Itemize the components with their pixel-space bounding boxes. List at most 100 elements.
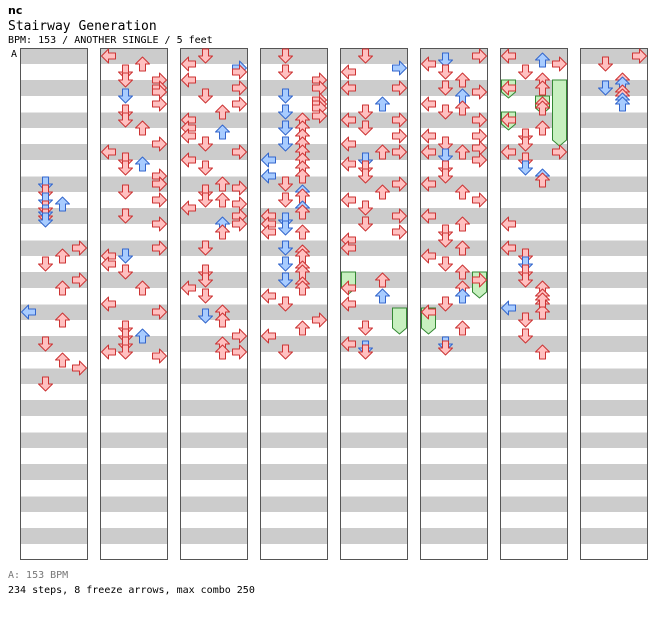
arrow-down: [278, 48, 293, 64]
freeze-right: [392, 307, 407, 335]
arrow-up: [455, 320, 470, 336]
beat-stripe: [580, 80, 648, 96]
beat-stripe: [340, 528, 408, 544]
arrow-up: [215, 124, 230, 140]
arrow-down: [278, 296, 293, 312]
arrow-up: [215, 224, 230, 240]
beat-stripe: [420, 240, 488, 256]
beat-stripe: [420, 112, 488, 128]
player-name: nc: [8, 4, 23, 17]
arrow-down: [198, 308, 213, 324]
arrow-up: [455, 288, 470, 304]
arrow-left: [261, 328, 276, 344]
arrow-up: [455, 72, 470, 88]
beat-stripe: [580, 432, 648, 448]
beat-stripe: [20, 240, 88, 256]
beat-stripe: [500, 496, 568, 512]
arrow-left: [101, 144, 116, 160]
beat-stripe: [100, 240, 168, 256]
beat-stripe: [260, 112, 328, 128]
beat-stripe: [260, 208, 328, 224]
beat-stripe: [340, 208, 408, 224]
arrow-down: [198, 272, 213, 288]
arrow-up: [455, 216, 470, 232]
arrow-up: [215, 104, 230, 120]
arrow-left: [501, 144, 516, 160]
arrow-up: [295, 320, 310, 336]
arrow-right: [72, 240, 87, 256]
beat-stripe: [100, 304, 168, 320]
arrow-down: [198, 48, 213, 64]
arrow-right: [152, 348, 167, 364]
arrow-up: [375, 272, 390, 288]
beat-stripe: [420, 336, 488, 352]
beat-stripe: [580, 112, 648, 128]
beat-stripe: [340, 304, 408, 320]
beat-stripe: [260, 304, 328, 320]
beat-stripe: [180, 336, 248, 352]
arrow-left: [181, 72, 196, 88]
beat-stripe: [260, 272, 328, 288]
arrow-up: [135, 156, 150, 172]
beat-stripe: [180, 528, 248, 544]
arrow-up: [535, 344, 550, 360]
beat-stripe: [20, 400, 88, 416]
beat-stripe: [500, 336, 568, 352]
beat-stripe: [340, 368, 408, 384]
arrow-right: [392, 60, 407, 76]
beat-stripe: [340, 240, 408, 256]
arrow-down: [518, 64, 533, 80]
arrow-right: [392, 176, 407, 192]
arrow-left: [421, 128, 436, 144]
beat-stripe: [180, 144, 248, 160]
arrow-up: [535, 80, 550, 96]
arrow-left: [341, 64, 356, 80]
beat-stripe: [20, 496, 88, 512]
beat-stripe: [340, 272, 408, 288]
arrow-left: [421, 56, 436, 72]
arrow-right: [232, 144, 247, 160]
arrow-left: [261, 168, 276, 184]
beat-stripe: [180, 80, 248, 96]
arrow-right: [232, 64, 247, 80]
arrow-up: [455, 240, 470, 256]
beat-stripe: [580, 400, 648, 416]
arrow-right: [632, 48, 647, 64]
beat-stripe: [420, 144, 488, 160]
beat-stripe: [580, 208, 648, 224]
arrow-right: [392, 80, 407, 96]
arrow-down: [118, 184, 133, 200]
beat-stripe: [20, 528, 88, 544]
column-border: [500, 48, 568, 560]
arrow-down: [38, 336, 53, 352]
arrow-right: [152, 192, 167, 208]
beat-stripe: [100, 496, 168, 512]
arrow-down: [278, 256, 293, 272]
arrow-right: [392, 128, 407, 144]
arrow-right: [392, 224, 407, 240]
beat-stripe: [20, 80, 88, 96]
arrow-right: [232, 180, 247, 196]
arrow-right: [232, 96, 247, 112]
beat-stripe: [20, 48, 88, 64]
arrow-right: [72, 360, 87, 376]
arrow-right: [152, 240, 167, 256]
beat-stripe: [180, 272, 248, 288]
column-border: [100, 48, 168, 560]
arrow-left: [501, 80, 516, 96]
beat-stripe: [420, 272, 488, 288]
beat-stripe: [500, 112, 568, 128]
arrow-right: [472, 272, 487, 288]
arrow-down: [358, 168, 373, 184]
beat-stripe: [260, 528, 328, 544]
arrow-up: [215, 344, 230, 360]
arrow-right: [312, 312, 327, 328]
arrow-up: [535, 304, 550, 320]
arrow-left: [501, 112, 516, 128]
arrow-right: [232, 328, 247, 344]
arrow-left: [181, 200, 196, 216]
arrow-up: [455, 184, 470, 200]
arrow-down: [598, 56, 613, 72]
arrow-left: [101, 344, 116, 360]
beat-stripe: [420, 368, 488, 384]
